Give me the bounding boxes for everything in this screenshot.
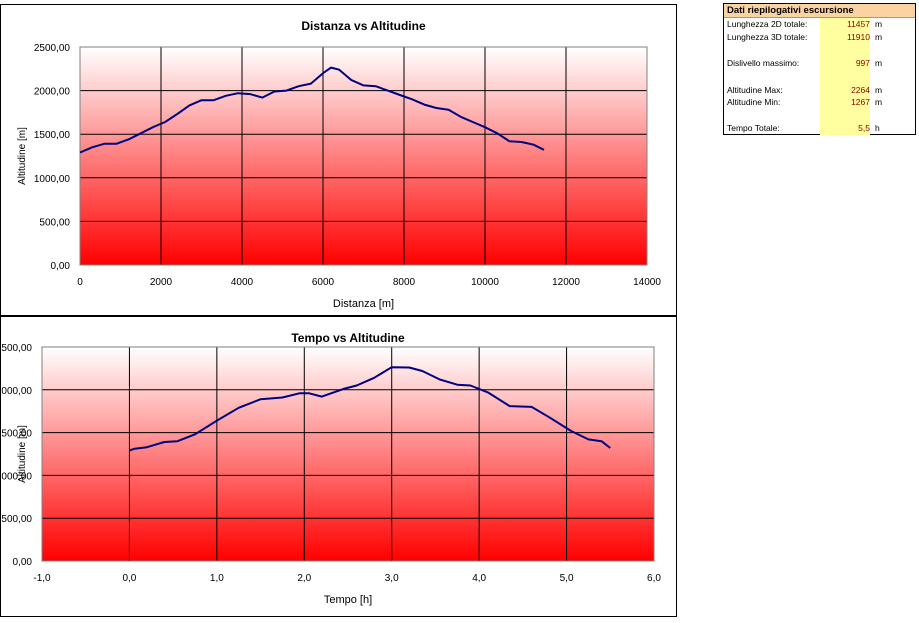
summary-value-column xyxy=(820,18,870,135)
y-tick-label: 2500,00 xyxy=(34,43,71,54)
x-tick-label: 5,0 xyxy=(560,573,574,584)
summary-unit: m xyxy=(875,97,883,107)
y-tick-label: 1500,00 xyxy=(1,429,32,440)
y-tick-label: 0,00 xyxy=(13,557,33,568)
summary-unit: m xyxy=(875,85,883,95)
chart-distance-frame: 0 2000 4000 6000 8000 10000 12000 14000 0,00 500,… xyxy=(0,4,677,316)
summary-value: 1267 xyxy=(851,97,870,107)
series-line xyxy=(129,366,611,452)
plot-border xyxy=(41,346,655,562)
x-tick-label: 0 xyxy=(77,277,83,288)
summary-unit: m xyxy=(875,58,883,68)
x-tick-label: 1,0 xyxy=(210,573,224,584)
x-tick-label: 2,0 xyxy=(297,573,311,584)
summary-value: 5,5 xyxy=(858,123,870,133)
y-tick-label: 1000,00 xyxy=(34,174,71,185)
x-tick-label: 4,0 xyxy=(472,573,486,584)
y-tick-label: 2000,00 xyxy=(34,87,71,98)
plot-border xyxy=(79,46,648,266)
summary-row-altitude-min: Altitudine Min: 1267 m xyxy=(727,96,913,108)
chart-time: -1,0 0,0 1,0 2,0 3,0 4,0 5,0 6,0 0,00 500,00 1000,… xyxy=(0,331,661,606)
chart-title: Tempo vs Altitudine xyxy=(291,331,405,345)
summary-title: Dati riepilogativi escursione xyxy=(724,4,915,18)
summary-unit: h xyxy=(875,123,880,133)
y-tick-label: 2500,00 xyxy=(1,343,32,354)
y-axis-label: Altitudine [m] xyxy=(17,127,28,185)
y-axis-label: Altitudine [m] xyxy=(17,425,28,483)
chart-time-frame: -1,0 0,0 1,0 2,0 3,0 4,0 5,0 6,0 0,00 500,00 1000,… xyxy=(0,316,677,617)
x-tick-label: 2000 xyxy=(150,277,173,288)
summary-label: Altitudine Max: xyxy=(727,85,783,95)
summary-unit: m xyxy=(875,19,883,29)
series-line xyxy=(79,66,545,154)
summary-value: 11910 xyxy=(846,32,870,42)
y-tick-label: 1000,00 xyxy=(1,471,32,482)
summary-label: Altitudine Min: xyxy=(727,97,781,107)
x-tick-label: 4000 xyxy=(231,277,254,288)
plot-area xyxy=(80,47,647,265)
summary-value: 2264 xyxy=(851,85,870,95)
summary-row-length-2d: Lunghezza 2D totale: 11457 m xyxy=(727,18,913,30)
x-axis-label: Distanza [m] xyxy=(333,298,394,310)
y-tick-label: 1500,00 xyxy=(34,130,71,141)
y-tick-label: 500,00 xyxy=(1,514,32,525)
summary-label: Dislivello massimo: xyxy=(727,58,800,68)
x-tick-label: -1,0 xyxy=(33,573,51,584)
chart-distance: 0 2000 4000 6000 8000 10000 12000 14000 0,00 500,… xyxy=(17,19,661,310)
summary-value: 997 xyxy=(855,58,870,68)
x-tick-label: 14000 xyxy=(633,277,661,288)
x-axis-label: Tempo [h] xyxy=(324,594,372,606)
x-tick-label: 6000 xyxy=(312,277,335,288)
y-tick-label: 0,00 xyxy=(51,261,71,272)
summary-label: Tempo Totale: xyxy=(727,123,780,133)
plot-area xyxy=(42,347,654,561)
summary-row-max-elevation-gain: Dislivello massimo: 997 m xyxy=(727,57,913,69)
x-tick-label: 6,0 xyxy=(647,573,661,584)
chart-title: Distanza vs Altitudine xyxy=(301,19,426,33)
summary-label: Lunghezza 2D totale: xyxy=(727,19,808,29)
y-tick-label: 500,00 xyxy=(39,217,70,228)
summary-row-total-time: Tempo Totale: 5,5 h xyxy=(727,122,913,134)
summary-row-altitude-max: Altitudine Max: 2264 m xyxy=(727,84,913,96)
summary-row-length-3d: Lunghezza 3D totale: 11910 m xyxy=(727,31,913,43)
x-tick-label: 3,0 xyxy=(385,573,399,584)
y-tick-label: 2000,00 xyxy=(1,386,32,397)
summary-panel: Dati riepilogativi escursione Lunghezza … xyxy=(723,3,916,135)
x-tick-label: 0,0 xyxy=(122,573,136,584)
x-tick-label: 12000 xyxy=(552,277,580,288)
x-tick-label: 8000 xyxy=(393,277,416,288)
x-tick-label: 10000 xyxy=(471,277,499,288)
summary-label: Lunghezza 3D totale: xyxy=(727,32,808,42)
summary-unit: m xyxy=(875,32,883,42)
summary-value: 11457 xyxy=(846,19,870,29)
